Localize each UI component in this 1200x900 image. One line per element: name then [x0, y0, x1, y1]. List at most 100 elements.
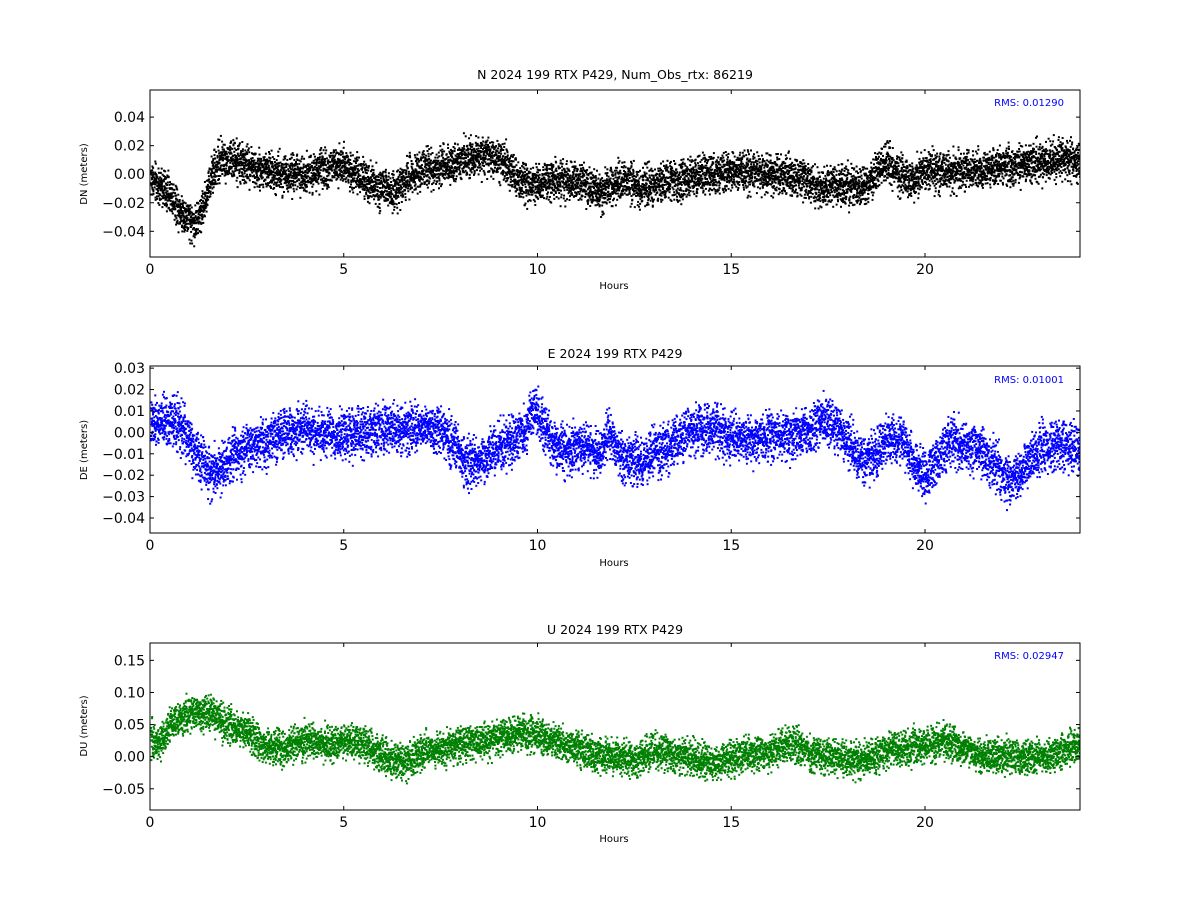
data-point [447, 159, 450, 162]
data-point [433, 159, 436, 162]
data-point [579, 167, 582, 170]
data-point [386, 199, 389, 202]
data-point [556, 187, 559, 190]
data-point [474, 158, 477, 161]
data-point [446, 162, 449, 165]
data-point [364, 183, 367, 186]
data-point [225, 164, 228, 167]
data-point [463, 147, 466, 150]
data-point [355, 157, 358, 160]
data-point [540, 194, 543, 197]
data-point [613, 188, 616, 191]
data-point [322, 169, 325, 172]
data-point [611, 205, 614, 208]
data-point [295, 161, 297, 163]
data-point [331, 169, 334, 172]
data-point [373, 184, 376, 186]
data-points [150, 132, 1080, 248]
data-point [246, 159, 249, 162]
data-point [619, 182, 622, 185]
data-point [559, 185, 562, 188]
data-point [618, 175, 621, 178]
data-point [214, 182, 217, 185]
data-point [257, 176, 260, 179]
data-point [594, 189, 597, 192]
data-point [172, 195, 175, 198]
data-point [401, 192, 404, 195]
data-point [388, 193, 391, 196]
data-point [549, 182, 552, 185]
data-point [645, 204, 648, 206]
data-point [479, 166, 482, 169]
data-point [584, 179, 587, 182]
data-point [332, 164, 334, 167]
data-point [233, 142, 236, 145]
data-point [309, 156, 312, 158]
data-point [406, 162, 409, 164]
data-point [529, 199, 532, 202]
data-point [228, 145, 231, 148]
data-point [321, 164, 324, 167]
data-point [656, 186, 659, 189]
data-point [604, 194, 607, 197]
data-point [485, 163, 488, 166]
data-point [517, 175, 520, 178]
data-point [592, 179, 595, 182]
data-point [374, 202, 377, 205]
data-point [395, 190, 398, 193]
data-point [451, 160, 454, 163]
data-point [451, 170, 454, 173]
data-point [577, 181, 580, 184]
data-point [257, 159, 260, 162]
data-point [421, 182, 424, 185]
data-point [284, 178, 287, 181]
data-point [372, 171, 375, 174]
data-point [169, 181, 171, 184]
data-point [154, 160, 157, 163]
data-point [335, 152, 338, 155]
data-point [192, 235, 195, 238]
data-point [596, 184, 599, 187]
data-point [569, 189, 572, 192]
data-point [544, 168, 547, 171]
data-point [583, 174, 586, 177]
data-point [154, 196, 157, 199]
data-point [624, 171, 627, 173]
data-point [554, 192, 557, 194]
data-point [216, 154, 219, 157]
data-point [582, 168, 585, 171]
data-point [547, 179, 550, 182]
data-point [312, 153, 315, 156]
data-point [456, 160, 459, 163]
data-point [336, 177, 339, 180]
data-point [211, 167, 214, 170]
data-point [464, 152, 467, 155]
data-point [404, 183, 407, 186]
data-point [575, 193, 578, 195]
data-point [262, 183, 265, 186]
data-point [305, 180, 308, 183]
data-point [160, 167, 163, 170]
data-point [449, 183, 452, 186]
data-point [313, 155, 316, 158]
data-point [327, 178, 330, 181]
data-point [633, 206, 636, 209]
data-point [285, 184, 288, 187]
data-point [427, 182, 430, 185]
data-point [295, 171, 298, 174]
data-point [559, 183, 562, 186]
data-point [493, 170, 496, 173]
data-point [334, 160, 337, 163]
data-point [342, 146, 345, 149]
data-point [422, 150, 425, 153]
data-point [241, 148, 244, 151]
data-point [214, 175, 217, 178]
data-point [651, 205, 654, 208]
data-point [520, 169, 523, 172]
data-point [504, 180, 507, 183]
data-point [184, 229, 186, 231]
data-point [661, 173, 664, 175]
data-point [609, 198, 612, 200]
data-point [658, 183, 661, 186]
data-point [512, 175, 515, 178]
